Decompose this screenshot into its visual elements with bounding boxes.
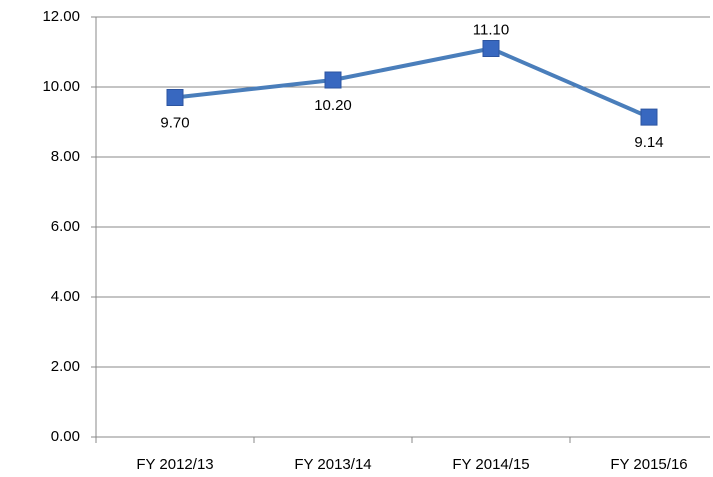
- data-label: 10.20: [314, 97, 352, 114]
- y-tick-label: 12.00: [42, 8, 80, 25]
- y-tick-label: 6.00: [51, 218, 80, 235]
- y-tick-label: 0.00: [51, 428, 80, 445]
- marker: [640, 108, 658, 126]
- y-tick-label: 8.00: [51, 148, 80, 165]
- data-label: 9.14: [634, 134, 663, 151]
- marker: [324, 71, 342, 89]
- x-tick-label: FY 2015/16: [610, 456, 687, 473]
- x-tick-label: FY 2014/15: [452, 456, 529, 473]
- y-tick-label: 10.00: [42, 78, 80, 95]
- y-tick-label: 2.00: [51, 358, 80, 375]
- y-tick-label: 4.00: [51, 288, 80, 305]
- data-label: 11.10: [473, 21, 509, 38]
- data-label: 9.70: [160, 114, 189, 131]
- series-line: [174, 46, 650, 119]
- marker: [166, 89, 184, 106]
- marker: [482, 40, 500, 57]
- x-tick-label: FY 2013/14: [294, 456, 371, 473]
- x-tick-label: FY 2012/13: [136, 456, 213, 473]
